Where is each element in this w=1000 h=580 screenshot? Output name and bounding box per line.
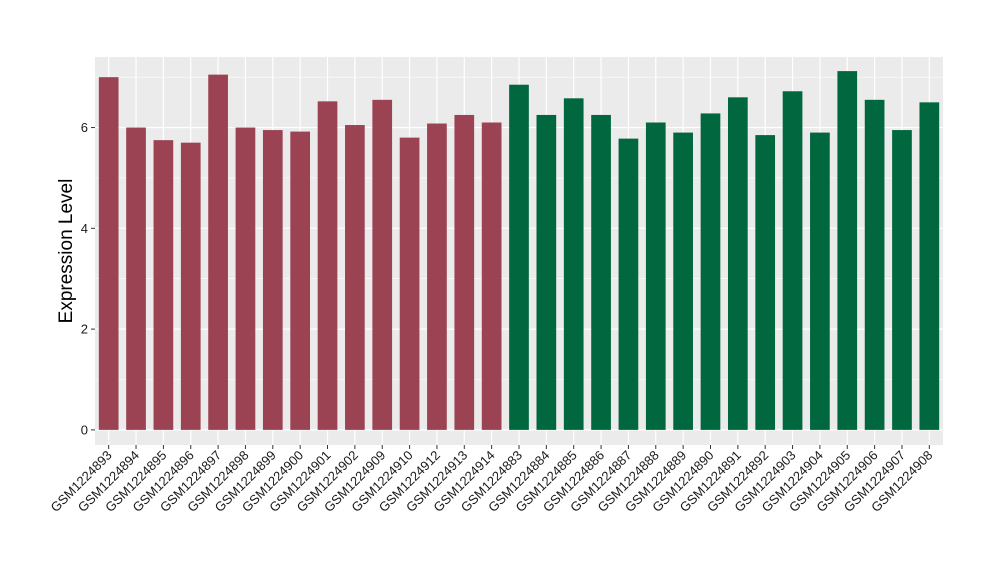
bar-GSM1224910: [399, 137, 420, 430]
bar-GSM1224885: [563, 98, 584, 430]
bar-GSM1224898: [235, 127, 256, 430]
bar-GSM1224884: [536, 114, 557, 430]
bar-GSM1224905: [837, 71, 858, 430]
bar-GSM1224889: [673, 132, 693, 430]
bar-GSM1224909: [372, 99, 393, 430]
bar-GSM1224913: [454, 114, 475, 430]
bar-GSM1224893: [98, 77, 119, 430]
bar-GSM1224901: [317, 101, 338, 430]
bar-GSM1224890: [700, 113, 721, 430]
bar-GSM1224894: [126, 127, 146, 430]
bar-GSM1224896: [180, 142, 201, 430]
bar-GSM1224914: [481, 122, 502, 430]
y-tick-label: 0: [81, 422, 88, 437]
y-axis: 0 2 4 6: [81, 120, 95, 437]
x-axis: GSM1224893GSM1224894GSM1224895GSM1224896…: [47, 445, 935, 515]
bar-GSM1224904: [810, 132, 830, 430]
bar-GSM1224891: [727, 97, 748, 430]
bar-GSM1224912: [427, 123, 447, 430]
bar-GSM1224908: [919, 102, 940, 430]
bars: [98, 71, 940, 430]
bar-GSM1224887: [618, 138, 639, 430]
bar-GSM1224907: [892, 130, 912, 430]
y-tick-label: 2: [81, 322, 88, 337]
y-tick-label: 4: [81, 221, 88, 236]
bar-GSM1224897: [208, 74, 228, 430]
bar-GSM1224883: [509, 84, 529, 430]
bar-GSM1224906: [864, 99, 885, 430]
bar-GSM1224903: [782, 91, 803, 430]
bar-GSM1224886: [591, 114, 611, 430]
bar-GSM1224899: [262, 130, 283, 430]
bar-GSM1224902: [345, 125, 365, 430]
y-tick-label: 6: [81, 120, 88, 135]
bar-GSM1224892: [755, 135, 776, 430]
bar-GSM1224900: [290, 131, 311, 430]
y-axis-title: Expression Level: [56, 179, 77, 324]
bar-GSM1224888: [645, 122, 666, 430]
bar-GSM1224895: [153, 140, 174, 430]
